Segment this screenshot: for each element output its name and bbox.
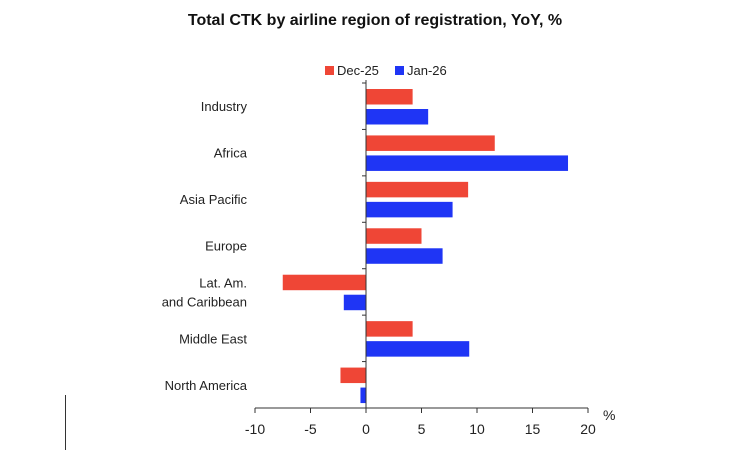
x-tick-label: -10 — [245, 421, 265, 437]
legend-swatch — [325, 66, 334, 75]
bar — [366, 89, 413, 105]
bar — [366, 228, 422, 244]
category-label: Africa — [214, 146, 248, 161]
category-label: Industry — [201, 99, 248, 114]
legend-label: Jan-26 — [407, 63, 447, 78]
category-label: North America — [165, 378, 248, 393]
bar — [366, 248, 443, 264]
x-axis-label: % — [603, 407, 615, 423]
bar — [366, 155, 569, 171]
bar — [360, 387, 366, 404]
category-label: Asia Pacific — [180, 192, 248, 207]
chart-title: Total CTK by airline region of registrat… — [188, 12, 562, 29]
category-label: Middle East — [179, 331, 247, 346]
legend-swatch — [395, 66, 404, 75]
x-tick-label: 5 — [418, 421, 426, 437]
bar — [366, 341, 470, 357]
x-tick-label: 10 — [469, 421, 485, 437]
bar — [366, 321, 413, 337]
x-tick-label: 15 — [525, 421, 541, 437]
bar — [343, 294, 366, 311]
bar — [366, 201, 453, 218]
bar — [366, 135, 495, 151]
category-label: Lat. Am. — [199, 275, 247, 290]
bar — [340, 367, 366, 384]
divider-line — [65, 395, 66, 450]
bar — [366, 181, 469, 198]
x-tick-label: 20 — [580, 421, 596, 437]
bar — [366, 109, 429, 125]
x-tick-label: -5 — [304, 421, 317, 437]
category-label: and Caribbean — [162, 294, 247, 309]
category-label: Europe — [205, 239, 247, 254]
legend-label: Dec-25 — [337, 63, 379, 78]
bar — [282, 274, 366, 291]
x-tick-label: 0 — [362, 421, 370, 437]
